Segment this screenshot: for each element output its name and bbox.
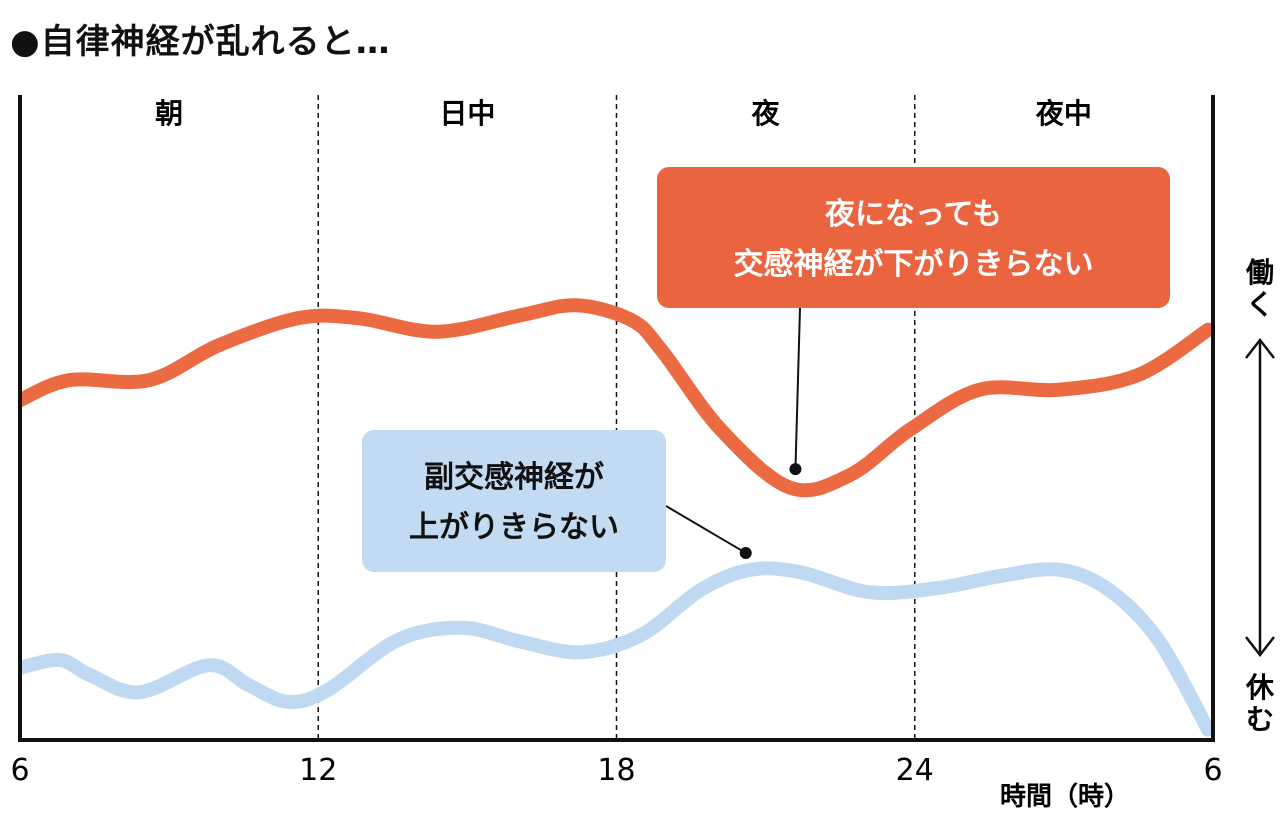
x-tick-label: 6: [10, 753, 29, 788]
arrow-up-icon: [1245, 337, 1275, 359]
x-tick-label: 24: [896, 753, 934, 788]
x-tick-label: 18: [597, 753, 635, 788]
parasympathetic-callout-pointer: [665, 505, 747, 554]
period-label: 夜中: [1035, 97, 1092, 130]
x-axis-label: 時間（時）: [1000, 782, 1130, 812]
sympathetic-callout-pointer: [794, 307, 801, 470]
x-tick-label: 12: [299, 753, 337, 788]
sympathetic-callout-dot: [789, 463, 802, 476]
period-label: 朝: [155, 97, 183, 130]
period-label: 日中: [439, 97, 495, 130]
period-label: 夜: [751, 97, 781, 130]
x-tick-label: 6: [1203, 753, 1222, 788]
sympathetic-callout-text: 夜になっても: [824, 197, 1002, 232]
y-label-top: 働く: [1245, 256, 1274, 321]
page-title: ●自律神経が乱れると…: [10, 22, 391, 62]
parasympathetic-callout-dot: [739, 546, 752, 559]
parasympathetic-callout-text: 上がりきらない: [409, 510, 619, 545]
arrow-down-icon: [1245, 636, 1275, 658]
sympathetic-callout-text: 交感神経が下がりきらない: [734, 247, 1094, 282]
y-label-bottom: 休む: [1245, 671, 1275, 736]
parasympathetic-callout-text: 副交感神経が: [424, 460, 604, 495]
parasympathetic-line: [22, 561, 1211, 737]
sympathetic-callout-box: [657, 167, 1170, 308]
sympathetic-line: [22, 298, 1211, 498]
parasympathetic-callout-box: [362, 430, 666, 572]
